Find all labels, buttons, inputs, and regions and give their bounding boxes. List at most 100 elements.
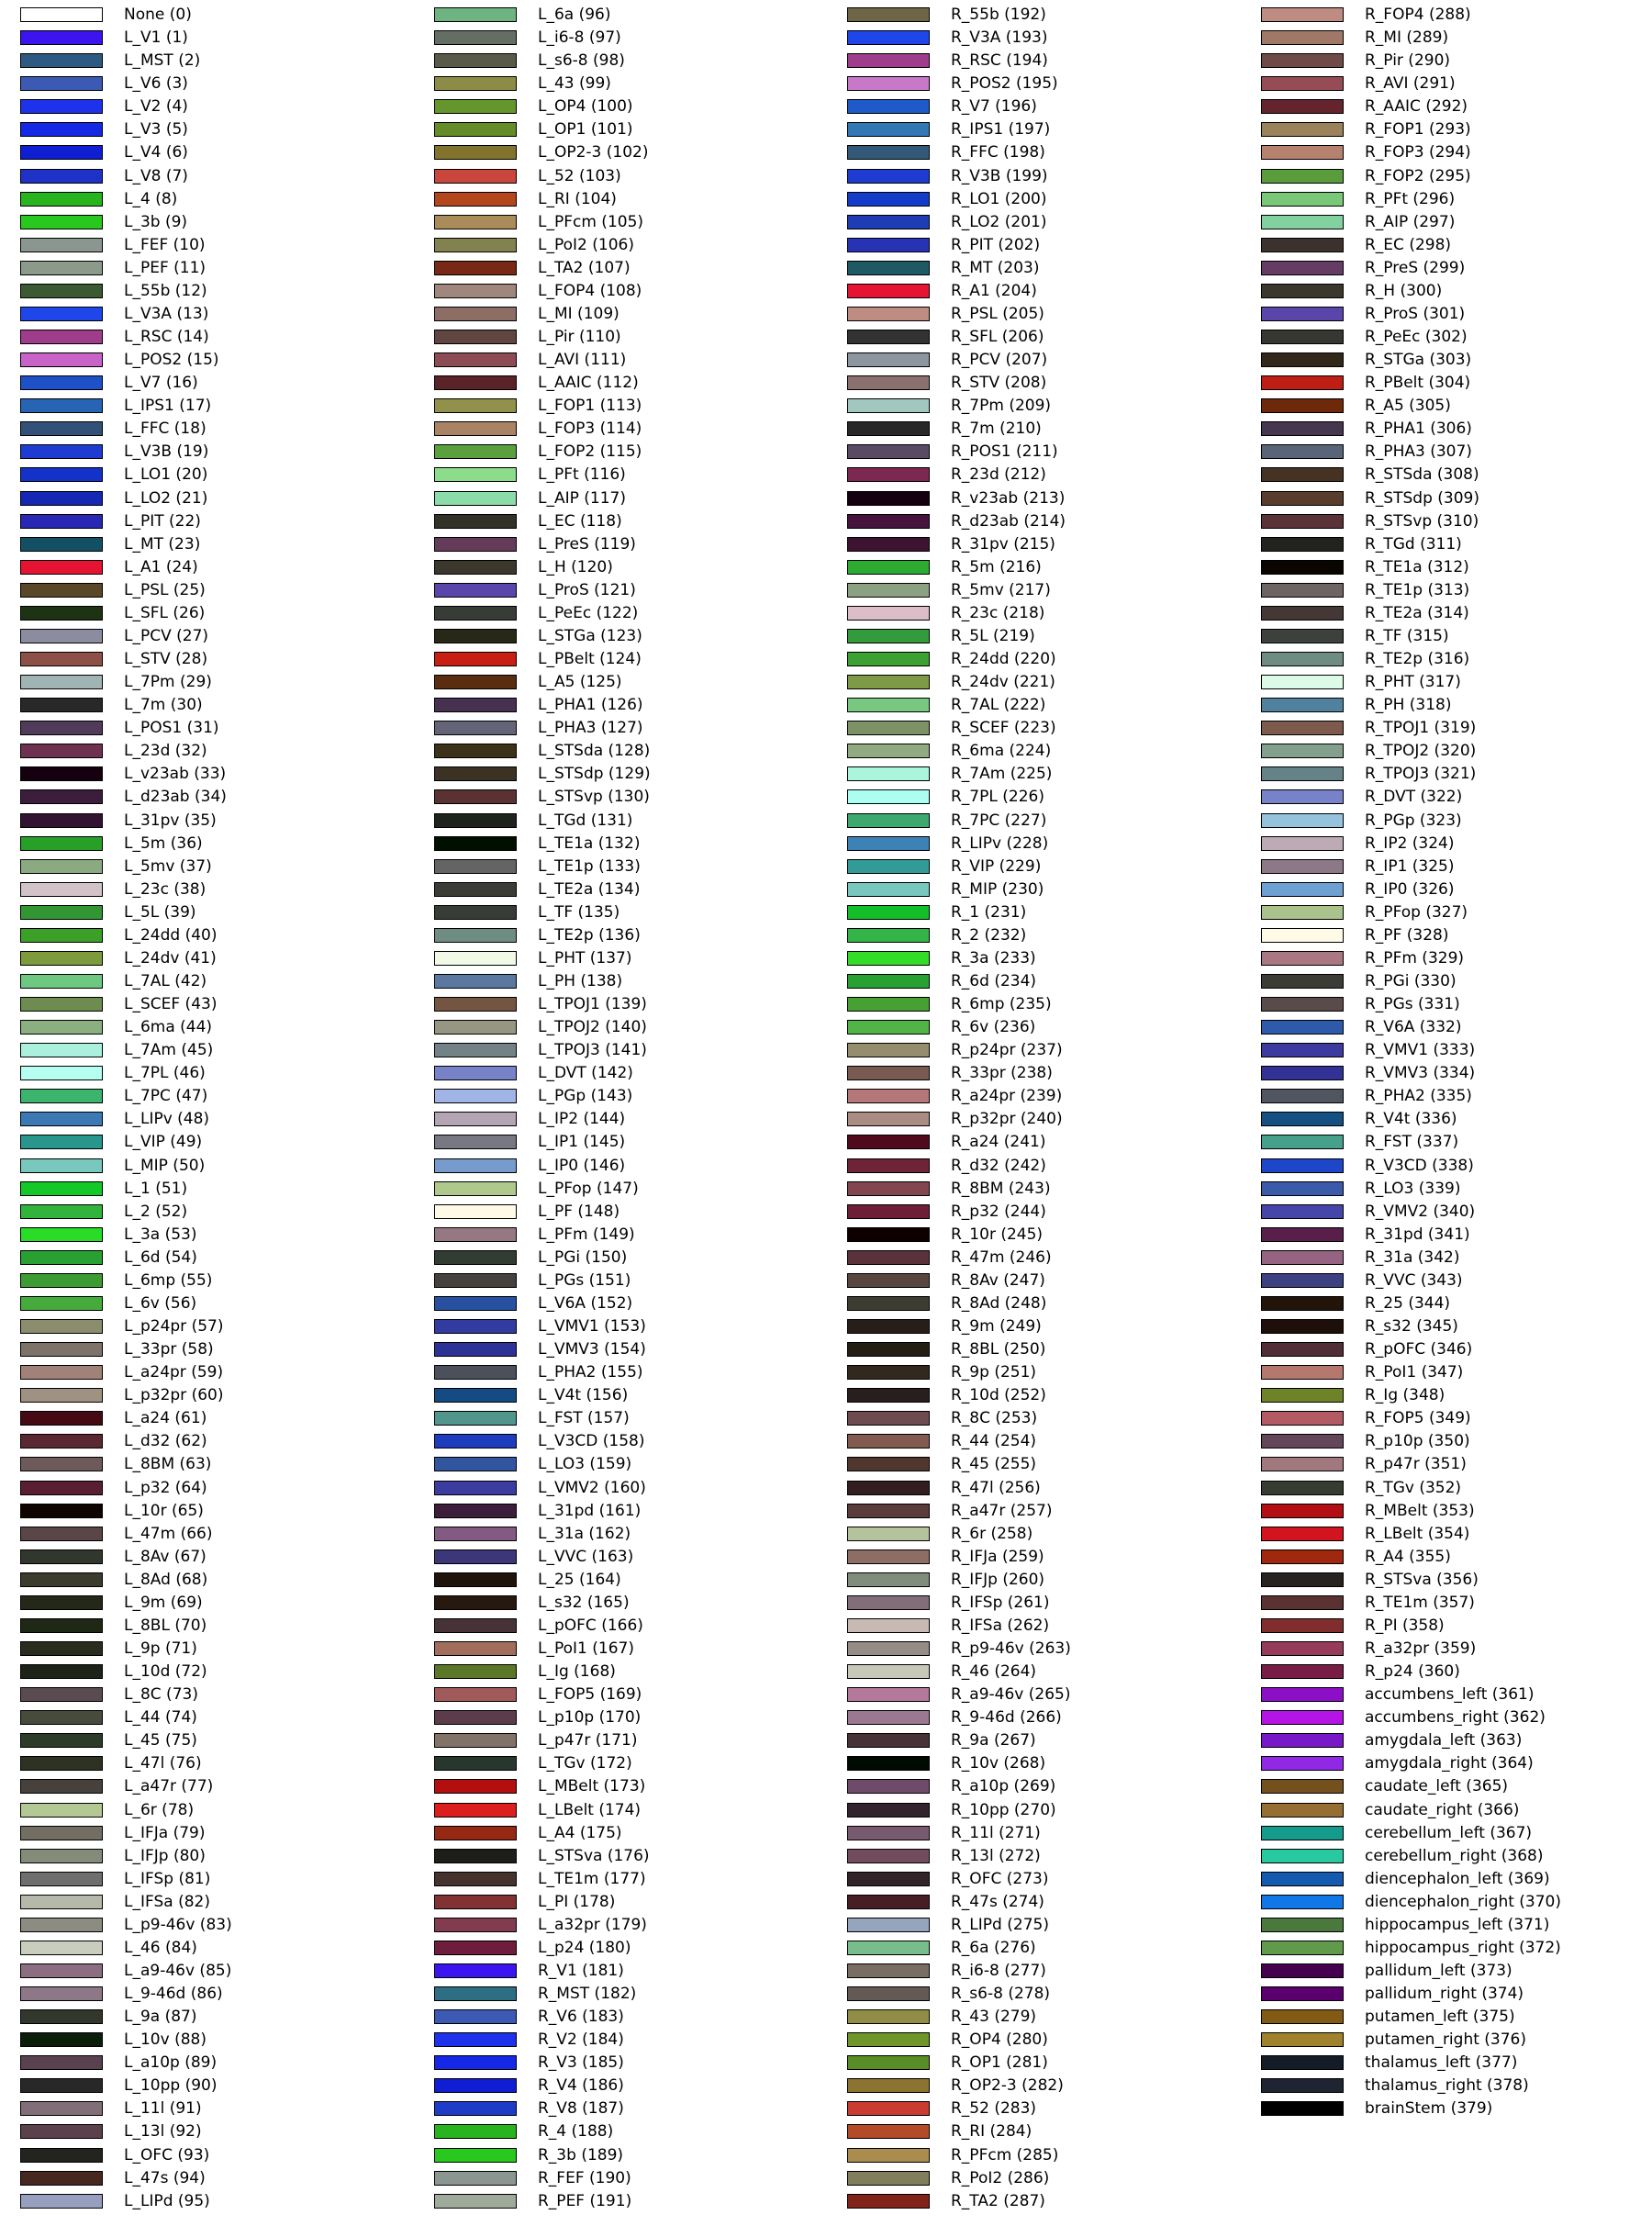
- legend-swatch: [847, 1319, 930, 1334]
- legend-label: L_LBelt (174): [538, 1800, 642, 1819]
- legend-swatch: [1261, 582, 1344, 598]
- legend-swatch: [847, 145, 930, 161]
- legend-entry: L_V7 (16): [20, 373, 198, 393]
- legend-label: R_POS2 (195): [951, 74, 1058, 94]
- legend-label: L_6r (78): [124, 1800, 195, 1819]
- legend-label: R_9a (267): [951, 1731, 1036, 1751]
- legend-entry: R_V4t (336): [1261, 1109, 1457, 1129]
- legend-entry: L_STV (28): [20, 649, 207, 669]
- legend-entry: R_IP1 (325): [1261, 856, 1455, 877]
- legend-label: R_STSdp (309): [1365, 488, 1479, 508]
- legend-entry: L_IPS1 (17): [20, 396, 211, 416]
- legend-swatch: [20, 2101, 103, 2117]
- legend-label: R_TE1a (312): [1365, 557, 1469, 576]
- legend-label: R_7AL (222): [951, 696, 1046, 715]
- legend-swatch: [434, 1664, 517, 1679]
- legend-entry: R_V3B (199): [847, 166, 1048, 186]
- legend-label: R_TE2p (316): [1365, 650, 1470, 668]
- legend-entry: L_FOP4 (108): [434, 281, 642, 301]
- legend-swatch: [1261, 1342, 1344, 1358]
- legend-swatch: [847, 260, 930, 275]
- legend-swatch: [20, 1457, 103, 1472]
- legend-entry: R_POS1 (211): [847, 442, 1058, 462]
- legend-swatch: [1261, 122, 1344, 138]
- legend-label: R_8C (253): [951, 1409, 1038, 1428]
- legend-swatch: [434, 2009, 517, 2025]
- legend-entry: accumbens_left (361): [1261, 1684, 1534, 1705]
- legend-label: R_i6-8 (277): [951, 1961, 1046, 1980]
- legend-swatch: [20, 490, 103, 506]
- legend-label: R_8BL (250): [951, 1340, 1046, 1359]
- legend-swatch: [434, 605, 517, 621]
- legend-swatch: [20, 122, 103, 138]
- legend-swatch: [1261, 744, 1344, 759]
- legend-label: L_3b (9): [124, 212, 188, 231]
- legend-entry: L_9a (87): [20, 2007, 197, 2027]
- legend-label: L_5m (36): [124, 833, 203, 853]
- legend-entry: L_MI (109): [434, 304, 620, 324]
- legend-label: L_FST (157): [538, 1409, 630, 1428]
- legend-swatch: [847, 1549, 930, 1564]
- legend-entry: putamen_left (375): [1261, 2007, 1515, 2027]
- legend-swatch: [434, 306, 517, 321]
- legend-entry: L_PHA3 (127): [434, 718, 643, 738]
- legend-label: L_8C (73): [124, 1685, 198, 1705]
- legend-swatch: [847, 1779, 930, 1795]
- legend-label: R_s6-8 (278): [951, 1985, 1051, 2003]
- legend-swatch: [20, 467, 103, 483]
- legend-label: L_PI (178): [538, 1892, 616, 1911]
- legend-entry: R_25 (344): [1261, 1293, 1450, 1314]
- legend-swatch: [1261, 444, 1344, 460]
- legend-label: R_IPS1 (197): [951, 120, 1051, 140]
- legend-swatch: [1261, 53, 1344, 69]
- legend-swatch: [847, 950, 930, 966]
- legend-swatch: [20, 973, 103, 989]
- legend-entry: L_IP0 (146): [434, 1156, 625, 1176]
- legend-entry: L_VVC (163): [434, 1547, 633, 1567]
- legend-entry: L_p32pr (60): [20, 1385, 223, 1405]
- legend-label: R_PF (328): [1365, 925, 1449, 945]
- legend-label: L_TGv (172): [538, 1754, 632, 1773]
- legend-label: L_MST (2): [124, 51, 201, 71]
- legend-entry: L_10d (72): [20, 1661, 207, 1682]
- legend-swatch: [20, 559, 103, 575]
- legend-swatch: [20, 1940, 103, 1955]
- legend-label: R_PeEc (302): [1365, 328, 1468, 346]
- legend-label: R_p9-46v (263): [951, 1639, 1071, 1658]
- legend-swatch: [1261, 260, 1344, 275]
- legend-entry: R_AVI (291): [1261, 73, 1456, 94]
- legend-label: L_23d (32): [124, 742, 207, 761]
- legend-label: R_OP2-3 (282): [951, 2076, 1064, 2096]
- legend-entry: L_pOFC (166): [434, 1616, 643, 1636]
- legend-label: L_DVT (142): [538, 1064, 633, 1083]
- legend-label: L_FOP3 (114): [538, 419, 642, 439]
- legend-swatch: [1261, 1733, 1344, 1749]
- legend-swatch: [1261, 1687, 1344, 1703]
- legend-label: R_LIPv (228): [951, 833, 1049, 853]
- legend-entry: R_31pv (215): [847, 534, 1055, 554]
- legend-entry: L_FEF (10): [20, 235, 206, 255]
- legend-label: L_FOP5 (169): [538, 1685, 642, 1705]
- legend-swatch: [434, 721, 517, 736]
- legend-label: R_LO2 (201): [951, 212, 1047, 231]
- legend-entry: L_d23ab (34): [20, 787, 227, 807]
- legend-label: R_V3 (185): [538, 2053, 624, 2073]
- legend-label: L_V4 (6): [124, 143, 188, 162]
- legend-label: R_EC (298): [1365, 235, 1452, 254]
- legend-entry: R_p32 (244): [847, 1202, 1046, 1222]
- legend-label: L_V7 (16): [124, 374, 198, 393]
- legend-label: R_V1 (181): [538, 1961, 624, 1980]
- legend-swatch: [434, 1733, 517, 1749]
- legend-swatch: [847, 1480, 930, 1495]
- legend-swatch: [20, 1963, 103, 1978]
- legend-entry: R_STSda (308): [1261, 464, 1479, 485]
- legend-entry: R_LBelt (354): [1261, 1524, 1469, 1544]
- legend-label: L_7Am (45): [124, 1041, 214, 1060]
- legend-entry: R_7m (210): [847, 419, 1042, 439]
- legend-label: R_FFC (198): [951, 143, 1045, 162]
- legend-entry: L_RSC (14): [20, 327, 209, 347]
- legend-swatch: [847, 1963, 930, 1978]
- legend-label: L_11l (91): [124, 2099, 202, 2119]
- legend-label: L_PSL (25): [124, 580, 206, 599]
- legend-label: R_IFJa (259): [951, 1547, 1044, 1566]
